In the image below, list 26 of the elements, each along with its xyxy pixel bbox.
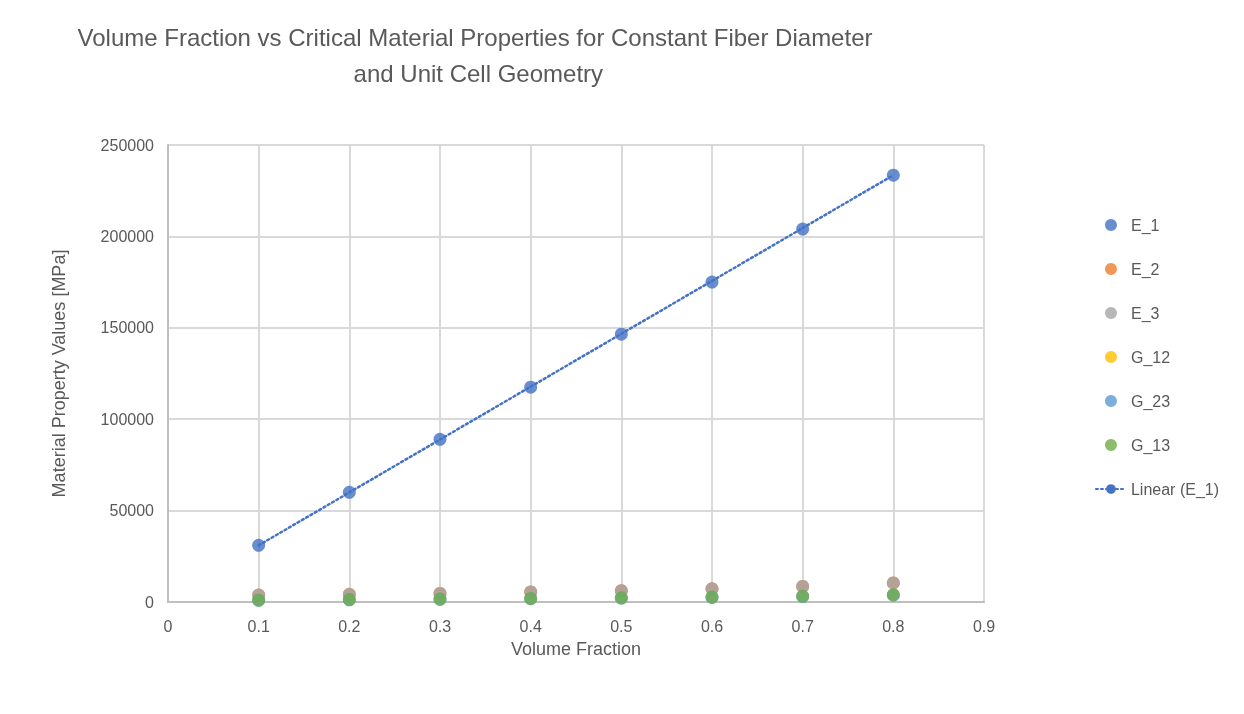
- legend-label: G_12: [1130, 348, 1171, 367]
- y-tick-label: 250000: [100, 136, 155, 154]
- legend-label: E_1: [1130, 216, 1160, 235]
- x-tick-label: 0.6: [700, 617, 724, 635]
- y-tick-label: 200000: [100, 227, 155, 245]
- x-tick-label: 0.7: [791, 617, 814, 635]
- y-axis-title: Material Property Values [MPa]: [49, 249, 69, 498]
- x-tick-label: 0.2: [338, 617, 361, 635]
- y-tick-label: 0: [145, 593, 155, 611]
- legend-label: G_23: [1130, 392, 1171, 411]
- x-tick-label: 0: [163, 617, 173, 635]
- x-tick-label: 0.3: [428, 617, 452, 635]
- y-tick-label: 50000: [109, 502, 155, 520]
- x-tick-label: 0.8: [882, 617, 905, 635]
- y-tick-label: 100000: [100, 410, 155, 428]
- x-tick-label: 0.4: [519, 617, 542, 635]
- x-tick-label: 0.5: [610, 617, 633, 635]
- x-tick-label: 0.1: [247, 617, 270, 635]
- y-tick-label: 150000: [100, 319, 155, 337]
- x-axis-title: Volume Fraction: [510, 639, 642, 659]
- legend-label: G_13: [1130, 436, 1171, 455]
- legend-label: E_2: [1130, 260, 1160, 279]
- chart-title: Volume Fraction vs Critical Material Properties for Constant Fiber Diameter and Unit Cell Geometry: [77, 23, 873, 87]
- legend-label: Linear (E_1): [1130, 480, 1219, 499]
- legend-label: E_3: [1130, 304, 1160, 323]
- x-tick-label: 0.9: [972, 617, 996, 635]
